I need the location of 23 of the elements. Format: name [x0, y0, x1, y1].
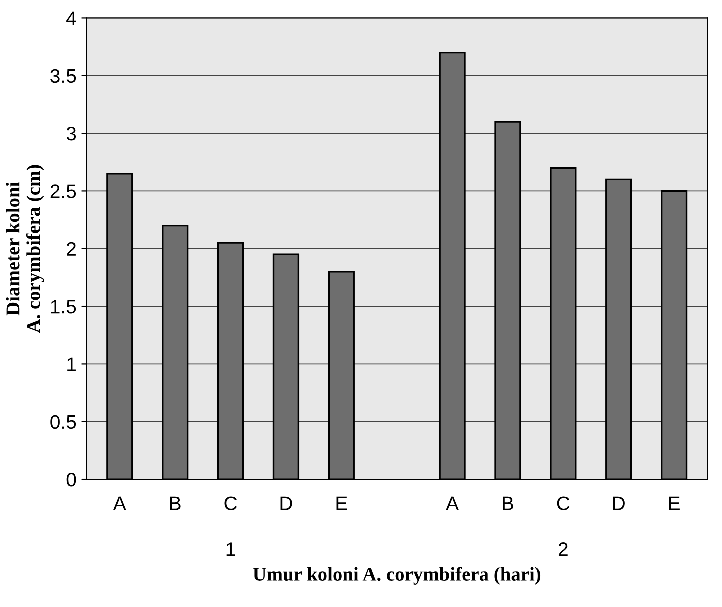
- text: 1: [226, 542, 236, 556]
- x-axis-title: Umur koloni A. corymbifera (hari): [253, 567, 541, 585]
- y-tick-label: 0.5: [50, 415, 76, 430]
- y-tick-label: 0: [66, 473, 76, 487]
- text: 2: [558, 542, 568, 556]
- x-tick-label: D: [280, 496, 292, 510]
- y-axis-title: Diameter koloni A. corymbifera (cm): [6, 165, 44, 334]
- x-tick-label: B: [503, 496, 514, 510]
- y-tick-label: 2.5: [50, 184, 76, 198]
- x-tick-label: E: [336, 496, 348, 510]
- x-tick-label: C: [557, 496, 570, 510]
- x-tick-label: D: [613, 496, 625, 510]
- y-tick-label: 1.5: [51, 300, 76, 314]
- y-tick-label: 4: [66, 12, 76, 26]
- y-tick-label: 3: [66, 127, 76, 141]
- x-tick-label: E: [669, 496, 680, 510]
- y-tick-label: 1: [68, 358, 76, 372]
- x-tick-label: A: [113, 496, 126, 510]
- x-tick-label: A: [446, 496, 459, 510]
- y-tick-label: 2: [67, 242, 76, 256]
- x-tick-label: C: [224, 496, 238, 510]
- y-tick-label: 3.5: [50, 69, 76, 84]
- x-tick-label: B: [170, 496, 181, 510]
